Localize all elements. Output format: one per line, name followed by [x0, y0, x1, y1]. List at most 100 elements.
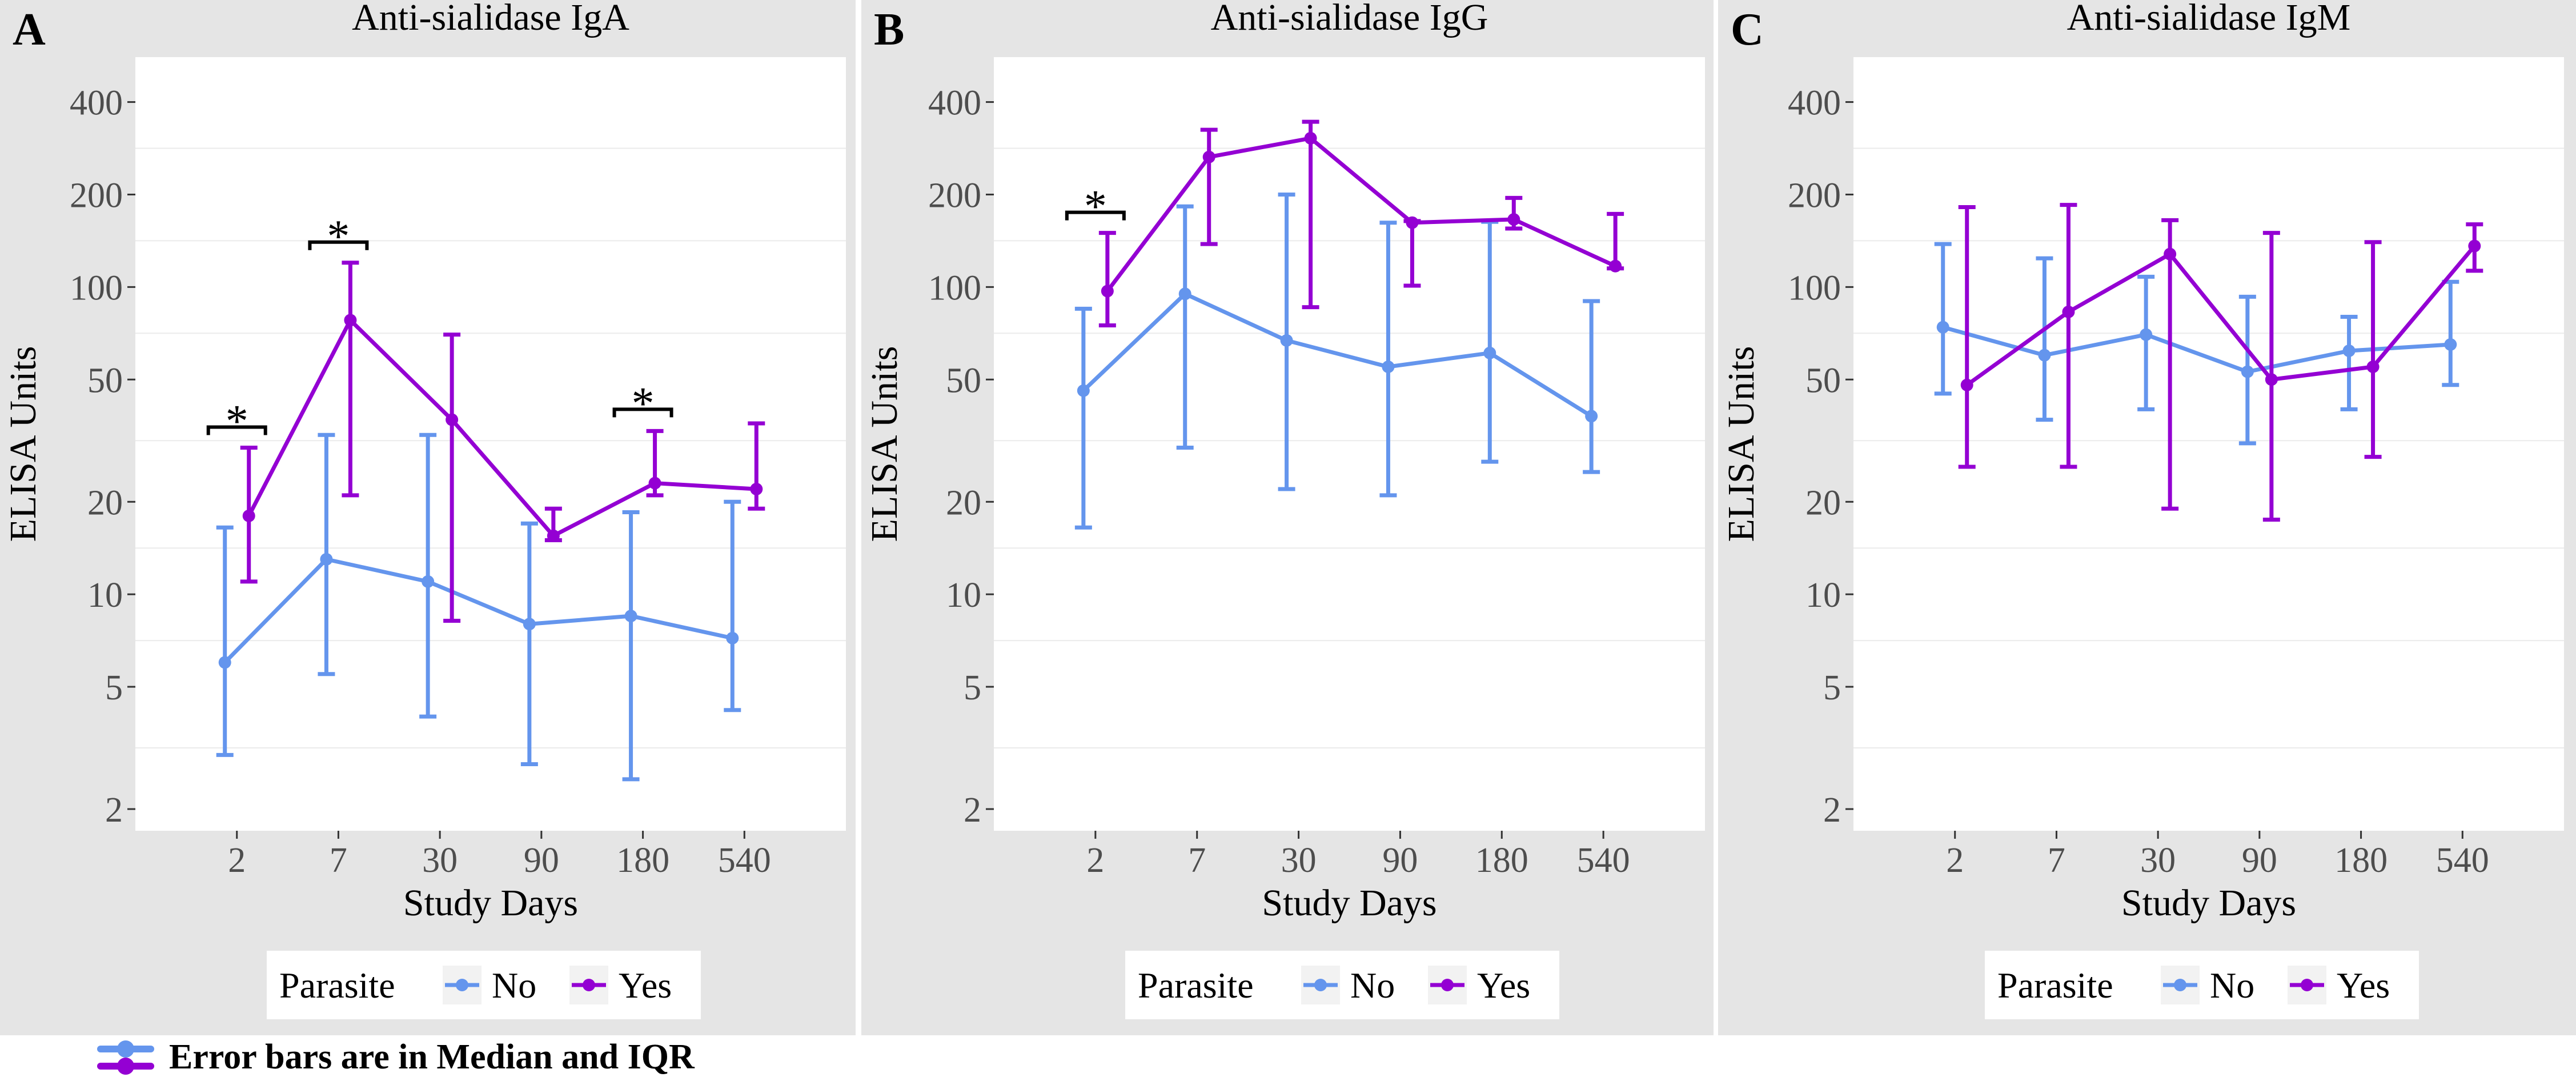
x-tick-label: 30	[1281, 841, 1317, 880]
data-point	[2140, 328, 2153, 341]
legend-label-yes: Yes	[619, 965, 672, 1006]
panel-letter: A	[13, 5, 46, 55]
plot-area	[1853, 57, 2564, 831]
series-line	[1965, 245, 2476, 387]
legend-key-point	[583, 979, 595, 991]
series-yes	[1098, 119, 1624, 328]
footnote: Error bars are in Median and IQR	[97, 1038, 695, 1076]
data-point	[1507, 213, 1520, 226]
data-point	[1304, 131, 1317, 145]
data-point	[648, 477, 661, 490]
legend-key-point	[2301, 979, 2313, 991]
panel-a: 2 5 10 20 50 100 200 400 2 7 30 90 180 540 Anti-sialid…	[0, 0, 856, 1035]
legend-title: Parasite	[279, 965, 395, 1006]
y-tick-label: 400	[1788, 84, 1841, 123]
panel-letter: C	[1731, 5, 1764, 55]
series-yes	[1958, 203, 2483, 522]
y-tick-label: 400	[928, 84, 981, 123]
x-tick-label: 90	[1382, 841, 1418, 880]
data-point	[2062, 305, 2075, 318]
significance-bracket	[206, 425, 267, 435]
y-tick-label: 100	[928, 269, 981, 307]
data-point	[624, 610, 637, 623]
legend-label-no: No	[492, 965, 536, 1006]
x-tick-label: 180	[616, 841, 669, 880]
x-tick-label: 180	[2334, 841, 2388, 880]
legend-label-yes: Yes	[2337, 965, 2390, 1006]
data-point	[2468, 239, 2481, 253]
y-tick-label: 100	[1788, 269, 1841, 307]
significance-star: *	[632, 378, 655, 429]
data-point	[344, 314, 357, 327]
x-tick-label: 2	[228, 841, 246, 880]
y-tick-label: 200	[928, 176, 981, 215]
data-point	[1609, 259, 1622, 273]
y-tick-label: 20	[87, 483, 123, 522]
legend-key-point	[1441, 979, 1454, 991]
legend-title: Parasite	[1997, 965, 2113, 1006]
x-tick-label: 7	[330, 841, 347, 880]
legend-label-no: No	[1350, 965, 1395, 1006]
panel-title: Anti-sialidase IgA	[352, 0, 629, 38]
x-tick-label: 2	[1086, 841, 1104, 880]
x-tick-label: 7	[1188, 841, 1206, 880]
panel-title: Anti-sialidase IgG	[1211, 0, 1488, 38]
data-point	[2366, 360, 2380, 373]
plot-area	[994, 57, 1705, 831]
y-tick-label: 5	[964, 668, 981, 707]
x-tick-label: 7	[2048, 841, 2065, 880]
data-point	[2038, 349, 2051, 362]
x-tick-label: 90	[2242, 841, 2277, 880]
data-point	[242, 509, 255, 522]
y-tick-label: 20	[946, 483, 981, 522]
data-point	[2444, 338, 2457, 351]
data-point	[218, 656, 231, 669]
y-tick-label: 2	[964, 791, 981, 830]
data-point	[2342, 345, 2356, 358]
plot-area	[135, 57, 846, 831]
x-tick-label: 30	[422, 841, 458, 880]
legend-key-point	[2174, 979, 2186, 991]
y-axis-title: ELISA Units	[864, 346, 905, 542]
legend-key-point	[1314, 979, 1327, 991]
data-point	[1960, 378, 1973, 391]
legend-title: Parasite	[1138, 965, 1254, 1006]
data-point	[1406, 216, 1419, 229]
series-no	[216, 433, 741, 782]
footnote-text: Error bars are in Median and IQR	[169, 1038, 695, 1076]
data-point	[2164, 247, 2177, 261]
legend: Parasite No Yes	[267, 951, 701, 1019]
x-tick-label: 540	[1577, 841, 1630, 880]
data-point	[1585, 410, 1598, 423]
y-tick-label: 50	[946, 361, 981, 400]
y-tick-label: 10	[1805, 576, 1841, 615]
y-tick-label: 50	[87, 361, 123, 400]
legend-label-yes: Yes	[1477, 965, 1530, 1006]
significance-marker: *	[1065, 182, 1126, 232]
x-axis-title: Study Days	[1262, 882, 1437, 924]
significance-marker: *	[612, 378, 673, 429]
legend: Parasite No Yes	[1985, 951, 2419, 1019]
footnote-legend-no-point	[117, 1040, 134, 1058]
y-tick-label: 200	[70, 176, 123, 215]
legend-label-no: No	[2210, 965, 2254, 1006]
data-point	[446, 413, 459, 426]
y-tick-label: 5	[105, 668, 123, 707]
data-point	[523, 618, 536, 631]
data-point	[1382, 360, 1395, 373]
x-tick-label: 90	[524, 841, 559, 880]
series-yes	[240, 261, 765, 623]
y-tick-label: 2	[105, 791, 123, 830]
legend-key-point	[456, 979, 468, 991]
data-point	[1101, 285, 1114, 298]
x-tick-label: 540	[718, 841, 771, 880]
data-point	[1077, 384, 1090, 397]
series-line	[223, 557, 733, 664]
series-no	[1074, 192, 1600, 530]
data-point	[422, 575, 435, 588]
legend-box	[1985, 951, 2419, 1019]
data-point	[2265, 373, 2278, 386]
significance-marker: *	[308, 211, 369, 262]
y-tick-label: 10	[946, 576, 981, 615]
data-point	[1280, 334, 1293, 347]
